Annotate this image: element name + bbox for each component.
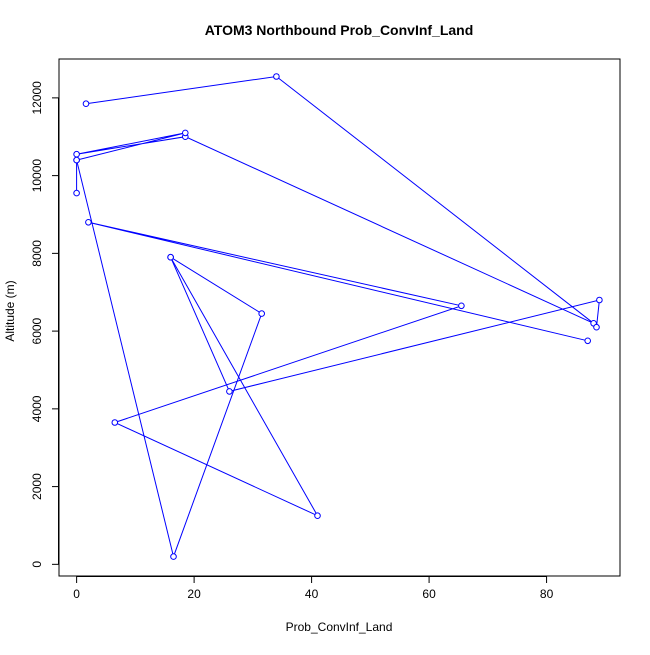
data-series (73, 156, 80, 197)
data-point (73, 150, 80, 158)
y-tick-label: 4000 (30, 395, 44, 422)
data-point (73, 189, 80, 197)
y-tick-label: 8000 (30, 240, 44, 267)
x-tick-label: 60 (422, 587, 436, 601)
data-point (82, 100, 90, 107)
x-tick-label: 0 (73, 587, 80, 601)
series-line (75, 75, 594, 559)
data-point (593, 323, 600, 331)
data-point (458, 302, 465, 310)
x-tick-label: 80 (540, 587, 554, 601)
data-point (273, 73, 280, 80)
data-point (111, 419, 119, 426)
axes-layer: 0 20 40 60 80 0 2000 4000 6000 8000 10000 12000 (30, 81, 554, 601)
x-axis-label: Prob_ConvInf_Land (286, 620, 393, 634)
data-series (167, 253, 603, 395)
y-tick-label: 6000 (30, 317, 44, 344)
data-point (584, 337, 592, 345)
y-tick-label: 12000 (30, 81, 44, 115)
data-point (170, 553, 177, 560)
y-axis-label: Altitude (m) (3, 280, 17, 341)
data-point (226, 388, 233, 395)
chart-title: ATOM3 Northbound Prob_ConvInf_Land (205, 22, 474, 38)
y-tick-label: 10000 (30, 159, 44, 193)
data-point (85, 219, 92, 226)
data-point (596, 296, 603, 304)
data-point (258, 310, 266, 317)
data-series (73, 73, 597, 560)
data-point (182, 129, 189, 137)
plot-frame (58, 58, 621, 577)
series-layer (73, 73, 603, 560)
y-tick-label: 2000 (30, 473, 44, 500)
data-point (314, 512, 321, 520)
x-tick-label: 40 (305, 587, 319, 601)
y-tick-label: 0 (30, 561, 44, 568)
data-point (73, 156, 80, 164)
x-tick-label: 20 (187, 587, 201, 601)
series-line (170, 256, 600, 392)
data-point (167, 253, 174, 261)
